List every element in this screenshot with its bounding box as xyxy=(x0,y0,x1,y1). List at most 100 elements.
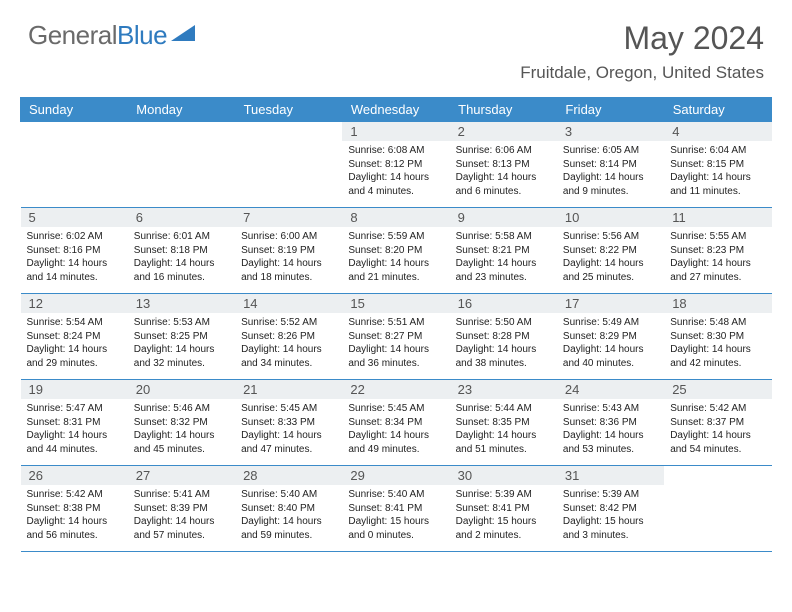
day-body: Sunrise: 5:47 AMSunset: 8:31 PMDaylight:… xyxy=(21,399,128,459)
sunset-line: Sunset: 8:18 PM xyxy=(134,244,229,258)
calendar-cell: 22Sunrise: 5:45 AMSunset: 8:34 PMDayligh… xyxy=(342,380,449,466)
day-body: Sunrise: 5:54 AMSunset: 8:24 PMDaylight:… xyxy=(21,313,128,373)
sunset-line: Sunset: 8:22 PM xyxy=(563,244,658,258)
daylight-line: Daylight: 14 hours and 40 minutes. xyxy=(563,343,658,370)
day-number: 20 xyxy=(128,380,235,399)
day-body: Sunrise: 5:39 AMSunset: 8:42 PMDaylight:… xyxy=(557,485,664,545)
sunrise-line: Sunrise: 5:51 AM xyxy=(348,316,443,330)
brand-logo: GeneralBlue xyxy=(28,20,197,51)
sunrise-line: Sunrise: 5:46 AM xyxy=(134,402,229,416)
sunset-line: Sunset: 8:26 PM xyxy=(241,330,336,344)
calendar-cell: 5Sunrise: 6:02 AMSunset: 8:16 PMDaylight… xyxy=(21,208,128,294)
day-body: Sunrise: 5:39 AMSunset: 8:41 PMDaylight:… xyxy=(450,485,557,545)
header: GeneralBlue May 2024 Fruitdale, Oregon, … xyxy=(0,0,792,89)
sunset-line: Sunset: 8:40 PM xyxy=(241,502,336,516)
sunset-line: Sunset: 8:25 PM xyxy=(134,330,229,344)
daylight-line: Daylight: 15 hours and 0 minutes. xyxy=(348,515,443,542)
calendar-cell: 25Sunrise: 5:42 AMSunset: 8:37 PMDayligh… xyxy=(664,380,771,466)
sunrise-line: Sunrise: 5:40 AM xyxy=(241,488,336,502)
day-number: 15 xyxy=(342,294,449,313)
day-body: Sunrise: 5:46 AMSunset: 8:32 PMDaylight:… xyxy=(128,399,235,459)
daylight-line: Daylight: 14 hours and 9 minutes. xyxy=(563,171,658,198)
calendar-cell: 15 Sunrise: 5:51 AMSunset: 8:27 PMDayligh… xyxy=(342,294,449,380)
calendar-cell: 24Sunrise: 5:43 AMSunset: 8:36 PMDayligh… xyxy=(557,380,664,466)
daylight-line: Daylight: 14 hours and 34 minutes. xyxy=(241,343,336,370)
daylight-line: Daylight: 14 hours and 4 minutes. xyxy=(348,171,443,198)
calendar-cell: 23Sunrise: 5:44 AMSunset: 8:35 PMDayligh… xyxy=(450,380,557,466)
daylight-line: Daylight: 14 hours and 36 minutes. xyxy=(348,343,443,370)
daylight-line: Daylight: 15 hours and 2 minutes. xyxy=(456,515,551,542)
sunrise-line: Sunrise: 6:05 AM xyxy=(563,144,658,158)
sunrise-line: Sunrise: 5:59 AM xyxy=(348,230,443,244)
daylight-line: Daylight: 14 hours and 51 minutes. xyxy=(456,429,551,456)
sunset-line: Sunset: 8:29 PM xyxy=(563,330,658,344)
calendar-cell-empty xyxy=(235,122,342,208)
calendar-cell: 26Sunrise: 5:42 AMSunset: 8:38 PMDayligh… xyxy=(21,466,128,552)
daylight-line: Daylight: 14 hours and 21 minutes. xyxy=(348,257,443,284)
day-body: Sunrise: 6:04 AMSunset: 8:15 PMDaylight:… xyxy=(664,141,771,201)
sunset-line: Sunset: 8:15 PM xyxy=(670,158,765,172)
sunset-line: Sunset: 8:39 PM xyxy=(134,502,229,516)
calendar-cell: 18Sunrise: 5:48 AMSunset: 8:30 PMDayligh… xyxy=(664,294,771,380)
day-number: 30 xyxy=(450,466,557,485)
sunrise-line: Sunrise: 5:47 AM xyxy=(27,402,122,416)
sunrise-line: Sunrise: 6:01 AM xyxy=(134,230,229,244)
day-number: 26 xyxy=(21,466,128,485)
sunset-line: Sunset: 8:28 PM xyxy=(456,330,551,344)
day-number: 28 xyxy=(235,466,342,485)
day-number: 2 xyxy=(450,122,557,141)
day-number: 16 xyxy=(450,294,557,313)
sunset-line: Sunset: 8:23 PM xyxy=(670,244,765,258)
sunset-line: Sunset: 8:27 PM xyxy=(348,330,443,344)
sunset-line: Sunset: 8:34 PM xyxy=(348,416,443,430)
sunrise-line: Sunrise: 6:04 AM xyxy=(670,144,765,158)
day-number: 24 xyxy=(557,380,664,399)
calendar-cell: 1Sunrise: 6:08 AMSunset: 8:12 PMDaylight… xyxy=(342,122,449,208)
sunrise-line: Sunrise: 5:48 AM xyxy=(670,316,765,330)
day-body: Sunrise: 5:45 AMSunset: 8:33 PMDaylight:… xyxy=(235,399,342,459)
day-body: Sunrise: 5:42 AMSunset: 8:38 PMDaylight:… xyxy=(21,485,128,545)
sunrise-line: Sunrise: 5:40 AM xyxy=(348,488,443,502)
day-number: 17 xyxy=(557,294,664,313)
day-number: 23 xyxy=(450,380,557,399)
calendar-cell: 31Sunrise: 5:39 AMSunset: 8:42 PMDayligh… xyxy=(557,466,664,552)
sunset-line: Sunset: 8:32 PM xyxy=(134,416,229,430)
sunrise-line: Sunrise: 5:45 AM xyxy=(348,402,443,416)
daylight-line: Daylight: 14 hours and 6 minutes. xyxy=(456,171,551,198)
daylight-line: Daylight: 14 hours and 56 minutes. xyxy=(27,515,122,542)
day-body: Sunrise: 5:49 AMSunset: 8:29 PMDaylight:… xyxy=(557,313,664,373)
day-body: Sunrise: 5:56 AMSunset: 8:22 PMDaylight:… xyxy=(557,227,664,287)
day-number: 13 xyxy=(128,294,235,313)
sunrise-line: Sunrise: 5:52 AM xyxy=(241,316,336,330)
day-number: 12 xyxy=(21,294,128,313)
calendar-cell: 20Sunrise: 5:46 AMSunset: 8:32 PMDayligh… xyxy=(128,380,235,466)
day-body: Sunrise: 6:02 AMSunset: 8:16 PMDaylight:… xyxy=(21,227,128,287)
day-number: 8 xyxy=(342,208,449,227)
day-body: Sunrise: 5:58 AMSunset: 8:21 PMDaylight:… xyxy=(450,227,557,287)
day-number: 19 xyxy=(21,380,128,399)
sunrise-line: Sunrise: 5:53 AM xyxy=(134,316,229,330)
day-header: Saturday xyxy=(664,98,771,122)
month-title: May 2024 xyxy=(520,20,764,57)
sunrise-line: Sunrise: 5:58 AM xyxy=(456,230,551,244)
day-header: Sunday xyxy=(21,98,128,122)
day-header: Tuesday xyxy=(235,98,342,122)
calendar-cell: 29Sunrise: 5:40 AMSunset: 8:41 PMDayligh… xyxy=(342,466,449,552)
sunset-line: Sunset: 8:19 PM xyxy=(241,244,336,258)
day-body: Sunrise: 5:55 AMSunset: 8:23 PMDaylight:… xyxy=(664,227,771,287)
day-number: 27 xyxy=(128,466,235,485)
sunrise-line: Sunrise: 6:00 AM xyxy=(241,230,336,244)
calendar-cell: 30Sunrise: 5:39 AMSunset: 8:41 PMDayligh… xyxy=(450,466,557,552)
sunset-line: Sunset: 8:36 PM xyxy=(563,416,658,430)
daylight-line: Daylight: 14 hours and 11 minutes. xyxy=(670,171,765,198)
calendar-cell: 9Sunrise: 5:58 AMSunset: 8:21 PMDaylight… xyxy=(450,208,557,294)
day-body: Sunrise: 5:43 AMSunset: 8:36 PMDaylight:… xyxy=(557,399,664,459)
calendar-cell: 16Sunrise: 5:50 AMSunset: 8:28 PMDayligh… xyxy=(450,294,557,380)
sunset-line: Sunset: 8:24 PM xyxy=(27,330,122,344)
sunset-line: Sunset: 8:41 PM xyxy=(348,502,443,516)
day-number: 3 xyxy=(557,122,664,141)
sunset-line: Sunset: 8:16 PM xyxy=(27,244,122,258)
sunset-line: Sunset: 8:42 PM xyxy=(563,502,658,516)
daylight-line: Daylight: 14 hours and 38 minutes. xyxy=(456,343,551,370)
day-body: Sunrise: 5:41 AMSunset: 8:39 PMDaylight:… xyxy=(128,485,235,545)
